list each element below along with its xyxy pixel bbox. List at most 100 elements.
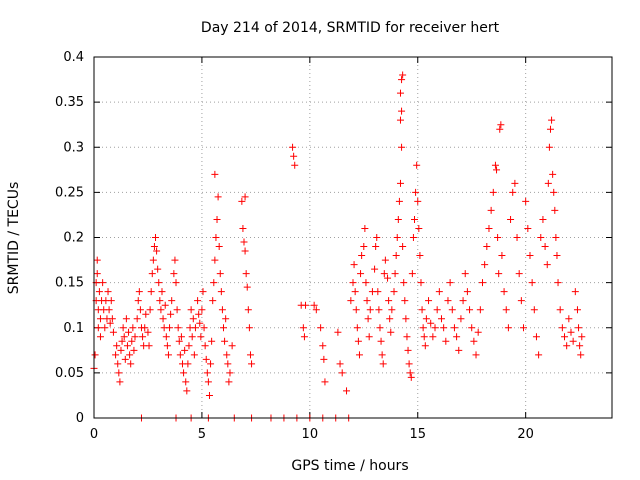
data-point (577, 351, 585, 359)
data-point (399, 71, 407, 79)
data-point (176, 351, 184, 359)
data-point (210, 279, 218, 287)
data-point (543, 261, 551, 269)
y-tick-label: 0.25 (55, 185, 84, 200)
data-point (457, 315, 465, 323)
data-point (421, 342, 429, 350)
data-point (99, 279, 107, 287)
data-point (121, 355, 129, 363)
data-point (353, 324, 361, 332)
data-point (146, 306, 154, 314)
data-point (246, 351, 254, 359)
data-point (558, 324, 566, 332)
data-point (459, 297, 467, 305)
data-point (416, 252, 424, 260)
data-point (380, 270, 388, 278)
data-point (157, 306, 165, 314)
data-point (554, 279, 562, 287)
data-point (500, 288, 508, 296)
data-point (141, 324, 149, 332)
data-point (128, 337, 136, 345)
data-point (513, 234, 521, 241)
data-point (317, 324, 325, 332)
data-point (142, 310, 150, 318)
data-point (544, 179, 552, 187)
data-point (399, 243, 407, 251)
data-point (134, 297, 142, 305)
data-point (551, 206, 559, 214)
data-point (396, 179, 404, 187)
data-point (535, 351, 543, 359)
data-point (422, 315, 430, 323)
data-point (532, 333, 540, 341)
data-point (198, 306, 206, 314)
data-point (197, 333, 205, 341)
data-point (390, 288, 398, 296)
data-point (468, 324, 476, 332)
data-point (243, 283, 251, 291)
data-point (338, 369, 346, 377)
data-point (153, 247, 161, 255)
y-tick-label: 0.15 (55, 276, 84, 291)
data-point (321, 378, 329, 386)
data-point (204, 378, 212, 386)
data-point (191, 324, 199, 332)
x-tick-label: 0 (90, 427, 98, 442)
data-point (395, 197, 403, 205)
data-point (376, 324, 384, 332)
data-point (207, 360, 215, 368)
data-point (461, 270, 469, 278)
data-point (371, 265, 379, 273)
data-point (489, 188, 497, 196)
data-point (474, 328, 482, 336)
chart-title: Day 214 of 2014, SRMTID for receiver her… (201, 20, 500, 36)
data-point (386, 315, 394, 323)
data-point (392, 252, 400, 260)
data-point (377, 337, 385, 345)
data-point (290, 152, 298, 160)
data-point (203, 369, 211, 377)
data-point (355, 351, 363, 359)
data-point (405, 360, 413, 368)
data-point (194, 297, 202, 305)
data-point (104, 288, 112, 296)
data-point (116, 378, 124, 386)
data-point (159, 315, 167, 323)
data-point (222, 315, 230, 323)
data-point (244, 306, 252, 314)
data-point (565, 315, 573, 323)
data-point (541, 243, 549, 251)
data-point (573, 306, 581, 314)
data-point (118, 337, 126, 345)
data-point (470, 337, 478, 345)
data-point (120, 333, 128, 341)
data-point (509, 188, 517, 196)
data-point (147, 288, 155, 296)
data-point (483, 243, 491, 251)
data-point (494, 234, 502, 241)
data-point (122, 315, 130, 323)
data-point (433, 306, 441, 314)
data-point (312, 306, 320, 314)
data-point (418, 306, 426, 314)
data-point (199, 288, 207, 296)
data-point (396, 89, 404, 97)
data-point (351, 288, 359, 296)
data-point (241, 247, 249, 255)
x-tick-label: 20 (517, 427, 534, 442)
y-axis-label: SRMTID / TECUs (6, 182, 22, 295)
x-tick-label: 5 (198, 427, 206, 442)
data-point (413, 161, 421, 169)
data-point (511, 179, 519, 187)
data-point (336, 360, 344, 368)
data-point (530, 306, 538, 314)
data-point (106, 319, 114, 327)
data-point (114, 360, 122, 368)
data-point (302, 301, 310, 309)
data-point (567, 328, 575, 336)
data-point (112, 351, 120, 359)
data-point (173, 306, 181, 314)
data-point (578, 333, 586, 341)
data-point (401, 297, 409, 305)
data-point (398, 143, 406, 151)
